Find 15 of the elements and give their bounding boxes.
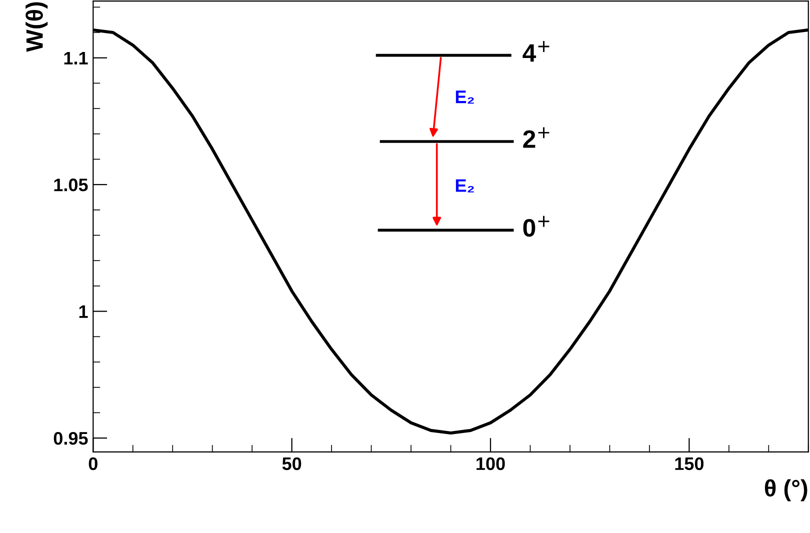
y-axis-title: W(θ) bbox=[26, 2, 48, 52]
annotation: 2$^{+}$ bbox=[523, 127, 550, 148]
x-tick-label: 100 bbox=[476, 457, 505, 470]
x-tick-label: 50 bbox=[282, 457, 302, 470]
y-tick-label: 1.1 bbox=[64, 52, 88, 64]
annotation: E₂ bbox=[456, 179, 474, 192]
y-tick-label: 1.05 bbox=[54, 178, 88, 192]
annotation: 0$^{+}$ bbox=[523, 216, 550, 237]
y-tick-label: 0.95 bbox=[54, 432, 88, 445]
annotation: E₂ bbox=[456, 90, 474, 104]
x-tick-label: 150 bbox=[675, 457, 704, 470]
annotation: 4$^{+}$ bbox=[522, 41, 550, 62]
x-axis-title: θ (°) bbox=[764, 479, 808, 502]
x-tick-label: 0 bbox=[88, 457, 98, 470]
y-tick-label: 1 bbox=[79, 305, 88, 318]
